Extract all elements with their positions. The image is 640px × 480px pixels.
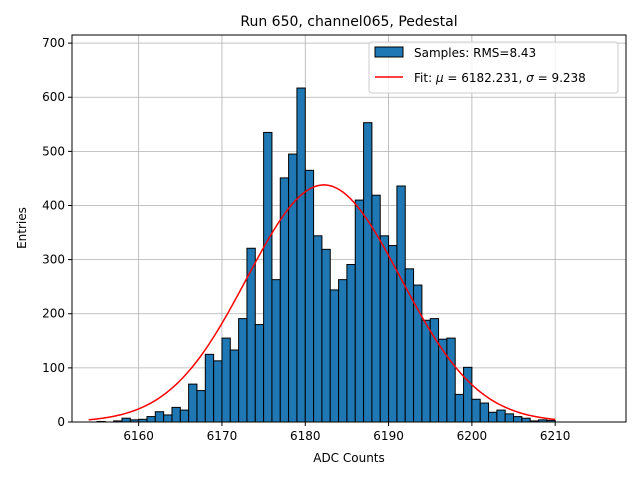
histogram-bar xyxy=(446,337,456,423)
legend-fit-sigma-symbol: σ xyxy=(526,71,534,85)
histogram-bar xyxy=(396,185,406,423)
histogram-bar xyxy=(329,289,340,423)
histogram-bar xyxy=(238,318,248,423)
legend-fit-mu-symbol: μ xyxy=(435,71,444,85)
histogram-bar xyxy=(213,360,223,423)
histogram-bar xyxy=(504,413,515,423)
histogram-bar xyxy=(479,402,490,423)
histogram-bar xyxy=(471,398,481,423)
histogram-bar xyxy=(271,279,281,423)
histogram-bar xyxy=(388,245,398,423)
histogram-bar xyxy=(513,416,523,423)
legend-fit-prefix: Fit: xyxy=(414,71,436,85)
histogram-bar xyxy=(179,409,190,423)
histogram-bar xyxy=(304,169,315,423)
legend-fit-mu-value: = 6182.231, xyxy=(444,71,527,85)
legend: Samples: RMS=8.43 Fit: μ = 6182.231, σ =… xyxy=(368,41,619,94)
legend-samples-label: Samples: RMS=8.43 xyxy=(414,46,536,60)
x-tick-label: 6190 xyxy=(373,429,404,443)
legend-fit-sigma-value: = 9.238 xyxy=(534,71,586,85)
histogram-bar xyxy=(263,131,273,423)
plot-frame xyxy=(71,34,627,423)
axis-ticks: 6160 6170 6180 6190 6200 6210 0 100 200 300 400 500… xyxy=(42,36,570,443)
histogram-bar xyxy=(229,349,240,423)
y-tick-label: 500 xyxy=(42,144,65,158)
x-tick-label: 6200 xyxy=(457,429,488,443)
histogram-bar xyxy=(421,319,431,423)
histogram-bar xyxy=(463,366,473,423)
fit-curve xyxy=(88,184,556,421)
histogram-bar xyxy=(146,416,156,423)
x-tick-label: 6170 xyxy=(207,429,238,443)
histogram-bar xyxy=(404,268,415,423)
histogram-bar xyxy=(196,390,206,423)
histogram-bar xyxy=(454,393,465,423)
histogram-bar xyxy=(488,411,498,423)
histogram-bar xyxy=(188,383,198,423)
x-axis-label: ADC Counts xyxy=(313,451,385,465)
histogram-bar xyxy=(438,338,448,423)
histogram-bar xyxy=(363,122,373,423)
chart-title: Run 650, channel065, Pedestal xyxy=(240,14,457,30)
legend-samples-swatch xyxy=(374,46,404,58)
histogram-bar xyxy=(163,414,173,423)
legend-fit-label: Fit: μ = 6182.231, σ = 9.238 xyxy=(414,71,586,85)
histogram-bar xyxy=(154,411,165,423)
histogram-bar xyxy=(171,406,181,423)
histogram-bar xyxy=(204,353,215,423)
histogram-bar xyxy=(313,235,323,423)
x-tick-label: 6180 xyxy=(290,429,321,443)
y-tick-label: 400 xyxy=(42,198,65,212)
legend-box xyxy=(368,41,619,94)
histogram-bars xyxy=(96,87,556,423)
histogram-bar xyxy=(121,417,131,423)
y-tick-label: 100 xyxy=(42,361,65,375)
histogram-bar xyxy=(221,337,231,423)
x-tick-label: 6160 xyxy=(123,429,154,443)
histogram-bar xyxy=(354,199,365,423)
histogram-bar xyxy=(254,324,265,423)
y-tick-label: 600 xyxy=(42,90,65,104)
histogram-bar xyxy=(521,417,531,423)
histogram-bar xyxy=(288,153,298,423)
y-tick-label: 200 xyxy=(42,307,65,321)
histogram-bar xyxy=(496,409,506,423)
y-tick-label: 0 xyxy=(57,415,65,429)
histogram-bar xyxy=(379,235,390,423)
histogram-bar xyxy=(296,87,306,423)
y-tick-label: 300 xyxy=(42,253,65,267)
histogram-bar xyxy=(321,248,331,423)
histogram-bar xyxy=(346,263,356,423)
y-tick-label: 700 xyxy=(42,36,65,50)
y-axis-label: Entries xyxy=(15,207,29,249)
histogram-bar xyxy=(338,279,348,423)
x-tick-label: 6210 xyxy=(540,429,571,443)
